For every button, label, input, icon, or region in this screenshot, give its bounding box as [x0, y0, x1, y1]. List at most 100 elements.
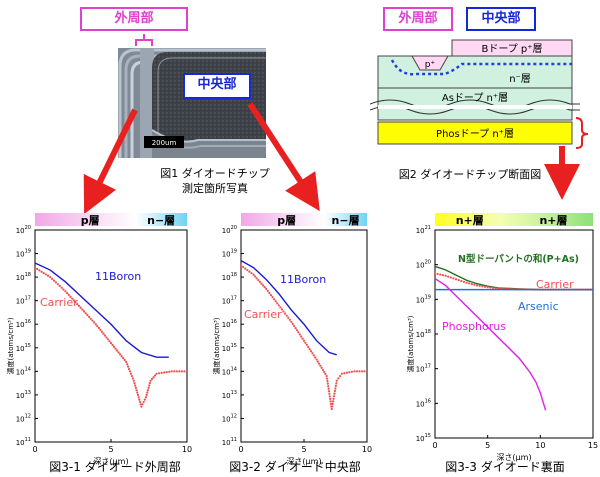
series-2-point: [323, 370, 326, 374]
series-2-point: [33, 266, 37, 269]
series-2-point: [486, 286, 489, 289]
fig1-center-label: 中央部: [183, 73, 251, 99]
series-2-point: [84, 312, 87, 315]
series-2-point: [312, 354, 315, 357]
series-2-point: [332, 397, 335, 400]
series-2-point: [133, 382, 136, 385]
series-2-point: [142, 400, 145, 404]
chart-ytick-label: 1018: [222, 272, 237, 282]
series-2-point: [178, 370, 181, 373]
series-2-point: [128, 370, 132, 373]
series-2-point: [343, 372, 346, 375]
series-2-point: [266, 289, 269, 293]
chart-ytick-label: 1014: [16, 366, 31, 376]
fig3-3-caption: 図3-3 ダイオード裏面: [445, 460, 565, 474]
series-2-point: [494, 287, 497, 290]
series-2-point: [109, 341, 113, 345]
series-2-point: [144, 396, 148, 399]
chart-xtick-label: 10: [362, 445, 372, 454]
series-2-point: [279, 306, 282, 309]
series-2-point: [160, 371, 163, 375]
fig2-caption: 図2 ダイオードチップ断面図: [398, 168, 542, 181]
series-2-point: [51, 277, 54, 280]
chart-ytick-exp: 18: [25, 272, 31, 278]
series-2-point: [250, 272, 253, 275]
series-label-2: Carrier: [244, 308, 282, 321]
series-2-point: [345, 371, 348, 374]
series-2-point: [138, 400, 142, 404]
series-2-point: [334, 384, 337, 387]
series-2-point: [460, 279, 463, 283]
series-2-point: [268, 291, 271, 295]
series-2-point: [476, 284, 479, 287]
chart-ytick-exp: 21: [425, 225, 431, 231]
series-2-point: [108, 340, 111, 343]
series-2-point: [126, 363, 129, 366]
series-2-point: [293, 324, 296, 328]
series-label-2: Carrier: [40, 296, 78, 309]
series-2-point: [465, 281, 468, 284]
chart-ytick-exp: 20: [25, 225, 31, 231]
series-2-point: [64, 290, 67, 293]
arrow-to-fig3-2: [247, 102, 320, 212]
series-2-point: [308, 347, 311, 351]
series-2-point: [478, 284, 481, 287]
series-2-point: [350, 370, 353, 373]
series-2-point: [42, 271, 45, 275]
series-2-point: [252, 273, 255, 276]
chart-frame: [434, 229, 594, 439]
chart-band-right: [135, 213, 187, 226]
fig2-cross-section: Bドープ p⁺層 p⁺ n⁻層 Asドープ n⁺層 Phosドープ n⁺層: [370, 39, 589, 149]
series-2-point: [97, 326, 100, 330]
series-2-point: [56, 283, 59, 286]
series-2-point: [481, 285, 484, 288]
chart-xtick-label: 15: [588, 441, 598, 450]
chart-ytick-exp: 13: [231, 390, 237, 396]
chart-ytick-label: 1012: [222, 413, 237, 423]
chart-ytick-label: 1020: [222, 225, 237, 235]
chart-ytick-exp: 18: [425, 329, 431, 335]
series-2-point: [62, 288, 65, 291]
series-2-point: [147, 386, 150, 389]
series-2-point: [277, 304, 280, 307]
series-2-point: [260, 282, 263, 285]
chart-2: p層 n−層10111012101310141015101610171018101…: [212, 213, 372, 466]
series-2-point: [282, 310, 285, 313]
series-2-point: [470, 282, 473, 286]
series-2-point: [170, 370, 173, 373]
series-2-point: [91, 319, 94, 322]
series-2-point: [462, 280, 466, 283]
series-2-point: [44, 273, 47, 276]
chart-ytick-label: 1021: [416, 225, 431, 235]
series-2-point: [483, 285, 487, 288]
series-2-point: [319, 364, 322, 367]
series-2-point: [129, 372, 133, 375]
series-2-point: [69, 295, 72, 298]
series-2-point: [454, 278, 458, 281]
chart-ytick-label: 1011: [16, 437, 31, 447]
series-2-point: [38, 269, 41, 272]
series-2-point: [335, 379, 338, 382]
series-2-point: [141, 403, 144, 406]
series-2-point: [52, 279, 56, 282]
series-2-point: [340, 372, 343, 375]
series-2-point: [348, 371, 351, 374]
chart-ytick-exp: 17: [231, 296, 237, 302]
series-2-point: [305, 343, 308, 346]
series-2-point: [158, 372, 161, 375]
series-2-point: [242, 265, 245, 269]
chart-frame: [34, 229, 188, 443]
chart-xtick-label: 10: [182, 445, 192, 454]
series-2-point: [81, 308, 84, 311]
chart-band-right-label: n+層: [539, 214, 567, 227]
series-2-point: [87, 315, 91, 318]
series-2-point: [153, 374, 157, 377]
series-2-point: [452, 277, 455, 280]
series-2-point: [180, 370, 184, 373]
series-2-point: [46, 274, 50, 277]
series-2-point: [328, 392, 331, 395]
series-2-point: [457, 278, 460, 282]
series-2-point: [284, 312, 287, 315]
chart-xlabel: 深さ(μm): [496, 453, 531, 462]
series-2-point: [274, 300, 277, 303]
